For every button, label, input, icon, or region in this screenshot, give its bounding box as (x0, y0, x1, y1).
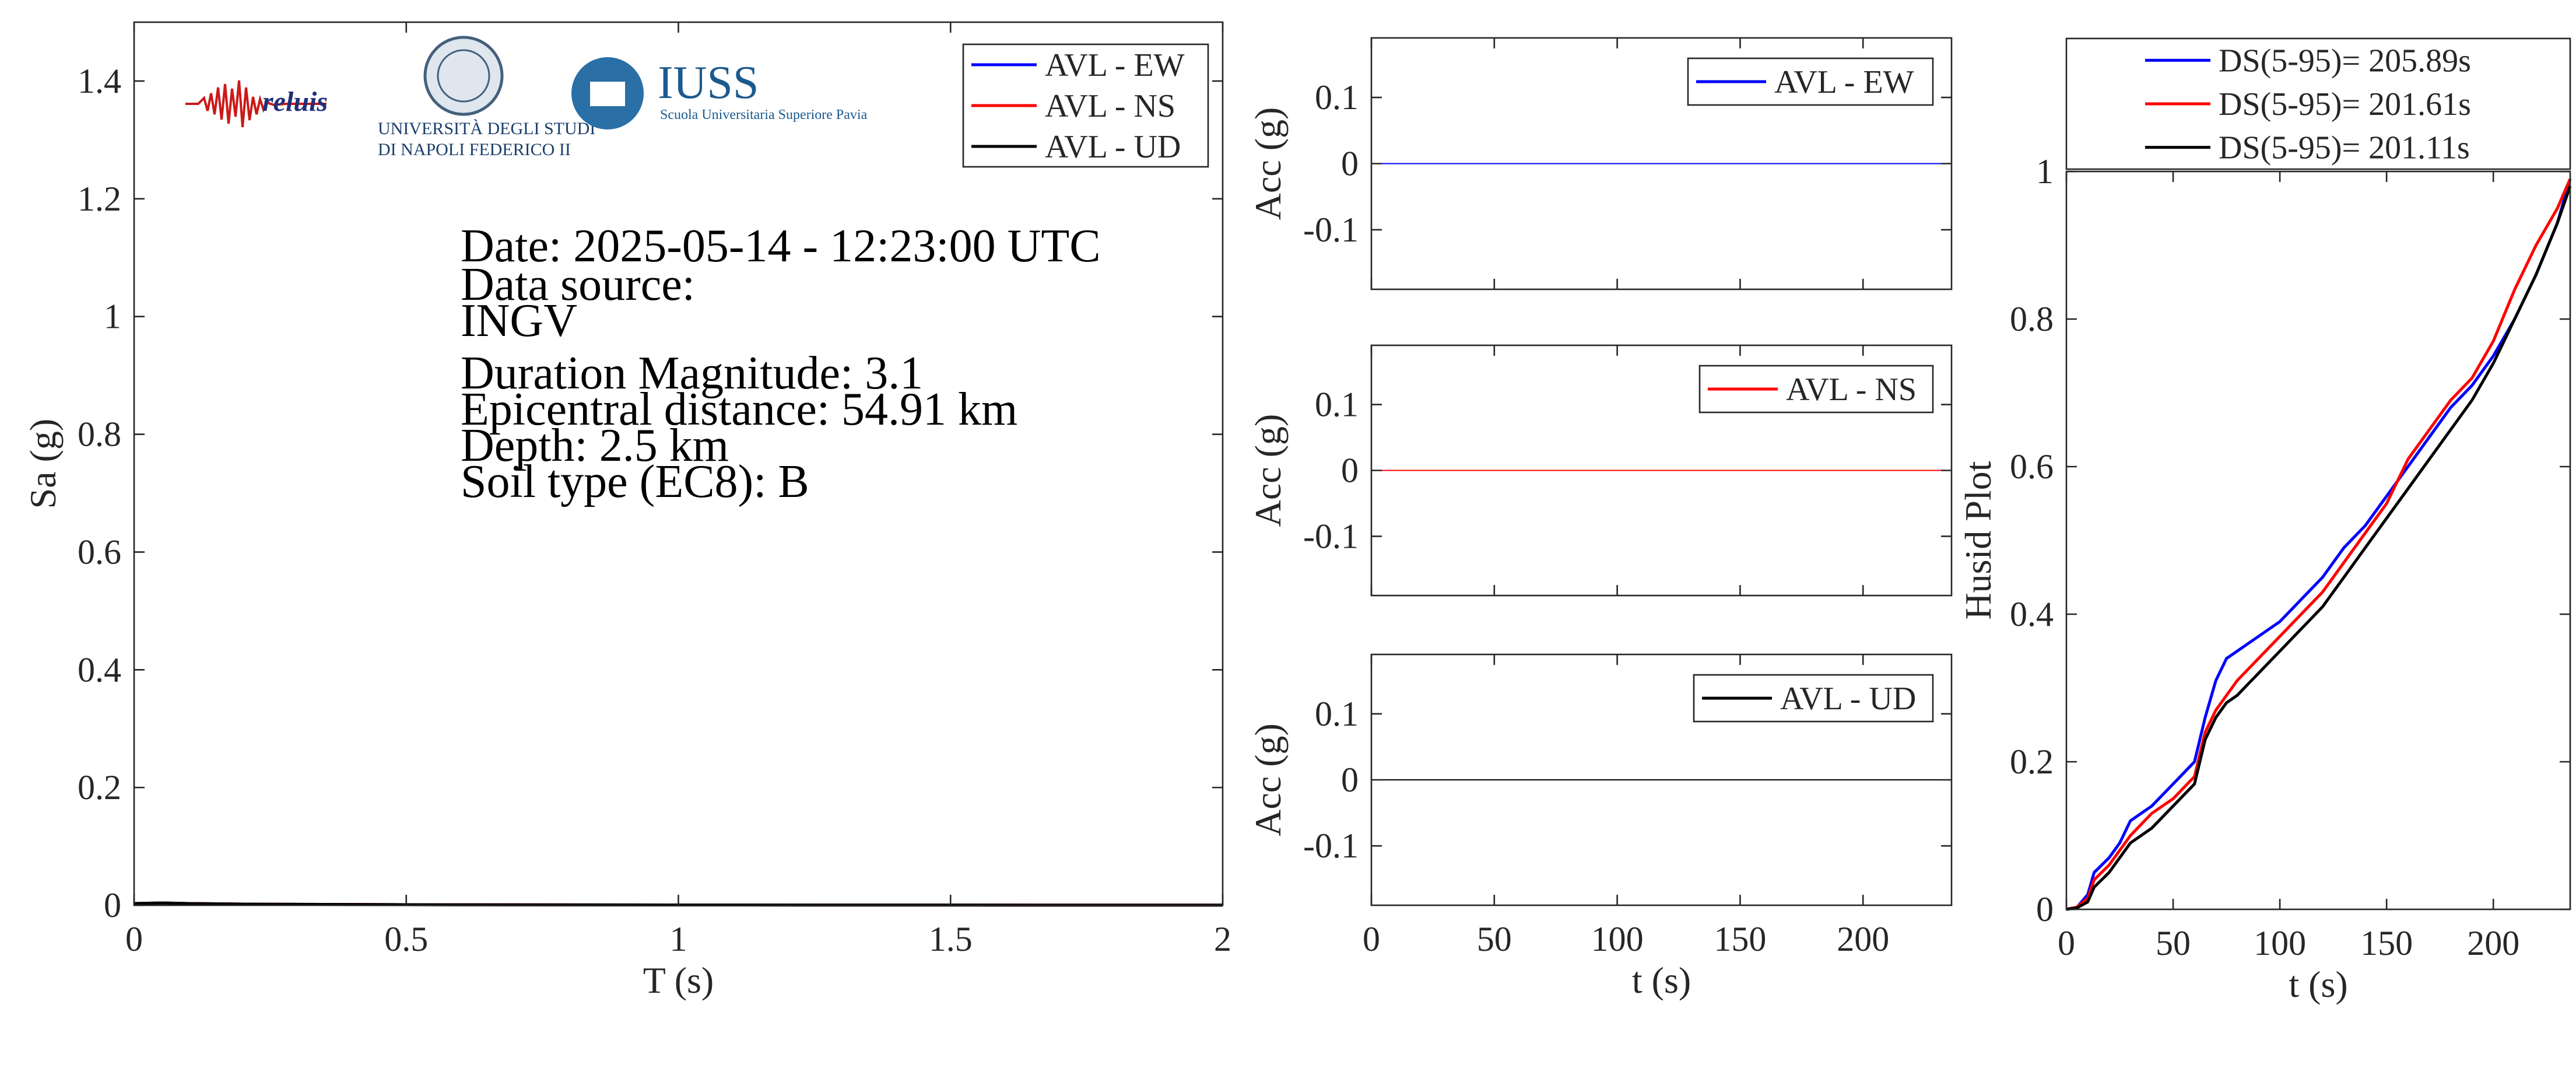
y-axis-label-acc-ud: Acc (g) (1247, 723, 1289, 836)
x-tick-label-acc-ud-1: 50 (1477, 920, 1512, 958)
legend-label-husid-0: DS(5-95)= 205.89s (2219, 43, 2471, 79)
x-tick-label-spectrum-2: 1 (670, 920, 687, 958)
legend-label-acc-ns-0: AVL - NS (1786, 372, 1917, 408)
x-tick-label-husid-4: 200 (2467, 924, 2519, 962)
y-tick-label-acc-ns-1: 0 (1341, 451, 1359, 490)
info-date: Date: 2025-05-14 - 12:23:00 UTC (461, 220, 1101, 272)
legend-label-spectrum-2: AVL - UD (1045, 129, 1181, 165)
y-axis-label-acc-ew: Acc (g) (1247, 107, 1289, 220)
axis-frame-husid (2065, 170, 2571, 911)
y-tick-label-acc-ew-1: 0 (1341, 145, 1359, 183)
legend-label-spectrum-0: AVL - EW (1045, 47, 1185, 83)
y-axis-label-husid: Husid Plot (1957, 461, 1999, 619)
y-tick-label-spectrum-7: 1.4 (78, 62, 121, 100)
y-tick-label-husid-4: 0.8 (2010, 300, 2054, 338)
unina-seal (423, 36, 504, 116)
legend-label-acc-ud-0: AVL - UD (1780, 681, 1916, 717)
unina-line1: UNIVERSITÀ DEGLI STUDI (378, 119, 595, 138)
legend-label-husid-1: DS(5-95)= 201.61s (2219, 86, 2471, 122)
legend-label-acc-ew-0: AVL - EW (1774, 64, 1914, 100)
y-tick-label-husid-2: 0.4 (2010, 595, 2054, 633)
x-tick-label-spectrum-1: 0.5 (384, 920, 428, 958)
info-distance: Epicentral distance: 54.91 km (461, 384, 1017, 435)
reluis-logo: reluis (185, 80, 328, 128)
y-tick-label-husid-0: 0 (2036, 890, 2054, 929)
chart-acc-ns: -0.1 0 0.1 Acc (g) AVL - NS (1247, 344, 1953, 597)
y-tick-label-acc-ud-1: 0 (1341, 761, 1359, 799)
seismogram-logo-trace (185, 80, 327, 128)
unina-line2: DI NAPOLI FEDERICO II (378, 140, 571, 159)
chart-spectrum: 0 0.5 1 1.5 2 0 0.2 0.4 0.6 0.8 1 1.2 1.4 T (s) Sa (g)… (22, 21, 1231, 1001)
x-tick-label-acc-ud-0: 0 (1363, 920, 1380, 958)
y-tick-label-acc-ud-0: -0.1 (1303, 827, 1359, 865)
x-axis-label-husid: t (s) (2289, 964, 2347, 1005)
info-source-label: Data source: (461, 259, 695, 310)
info-soil: Soil type (EC8): B (461, 456, 809, 507)
iuss-logo: IUSS Scuola Universitaria Superiore Pavi… (571, 57, 868, 129)
iuss-subtitle: Scuola Universitaria Superiore Pavia (660, 107, 868, 122)
y-tick-label-spectrum-5: 1 (104, 297, 121, 336)
x-tick-label-acc-ud-2: 100 (1591, 920, 1644, 958)
legend-label-spectrum-1: AVL - NS (1045, 88, 1175, 124)
y-tick-label-spectrum-3: 0.6 (78, 533, 121, 571)
series-line-husid-2 (2066, 185, 2572, 911)
y-tick-label-husid-1: 0.2 (2010, 743, 2054, 781)
unina-logo: UNIVERSITÀ DEGLI STUDI DI NAPOLI FEDERIC… (378, 36, 595, 159)
x-tick-label-acc-ud-4: 200 (1837, 920, 1889, 958)
y-tick-label-spectrum-2: 0.4 (78, 650, 121, 689)
x-tick-label-husid-3: 150 (2360, 924, 2413, 962)
x-axis-label-spectrum: T (s) (643, 960, 714, 1001)
x-tick-label-spectrum-3: 1.5 (929, 920, 973, 958)
x-tick-label-husid-1: 50 (2156, 924, 2191, 962)
iuss-emblem-building (590, 82, 625, 106)
chart-acc-ew: -0.1 0 0.1 Acc (g) AVL - EW (1247, 37, 1953, 290)
y-tick-label-spectrum-6: 1.2 (78, 180, 121, 218)
chart-acc-ud: 0 50 100 150 200 -0.1 0 0.1 t (s) Acc (g) AVL - UD (1247, 653, 1953, 1001)
info-source-value: INGV (461, 295, 577, 346)
x-tick-label-spectrum-0: 0 (125, 920, 143, 958)
iuss-title: IUSS (658, 57, 759, 108)
info-block: Date: 2025-05-14 - 12:23:00 UTC Data sou… (461, 220, 1101, 507)
info-magnitude: Duration Magnitude: 3.1 (461, 348, 923, 399)
y-tick-label-acc-ud-2: 0.1 (1315, 695, 1359, 733)
y-tick-label-husid-5: 1 (2036, 152, 2054, 191)
y-axis-label-acc-ns: Acc (g) (1247, 414, 1289, 527)
legend-label-husid-2: DS(5-95)= 201.11s (2219, 130, 2470, 166)
series-line-husid-0 (2066, 178, 2572, 911)
x-tick-label-husid-2: 100 (2254, 924, 2306, 962)
reluis-logo-text: reluis (262, 86, 328, 117)
y-tick-label-acc-ns-2: 0.1 (1315, 386, 1359, 424)
series-line-husid-1 (2066, 178, 2572, 911)
y-axis-label-spectrum: Sa (g) (22, 419, 64, 509)
y-tick-label-spectrum-0: 0 (104, 886, 121, 925)
y-tick-label-acc-ew-2: 0.1 (1315, 78, 1359, 117)
x-tick-label-husid-0: 0 (2058, 924, 2075, 962)
x-axis-label-acc-ud: t (s) (1632, 960, 1691, 1001)
x-tick-label-acc-ud-3: 150 (1714, 920, 1766, 958)
y-tick-label-spectrum-4: 0.8 (78, 415, 121, 454)
unina-seal-inner (437, 49, 490, 103)
y-tick-label-acc-ew-0: -0.1 (1303, 211, 1359, 249)
info-depth: Depth: 2.5 km (461, 420, 729, 471)
x-tick-label-spectrum-4: 2 (1214, 920, 1231, 958)
chart-husid: 0 50 100 150 200 0 0.2 0.4 0.6 0.8 1 t (s) Husid Plo… (1957, 37, 2572, 1005)
y-tick-label-acc-ns-0: -0.1 (1303, 517, 1359, 555)
y-tick-label-spectrum-1: 0.2 (78, 768, 121, 807)
y-tick-label-husid-3: 0.6 (2010, 447, 2054, 486)
